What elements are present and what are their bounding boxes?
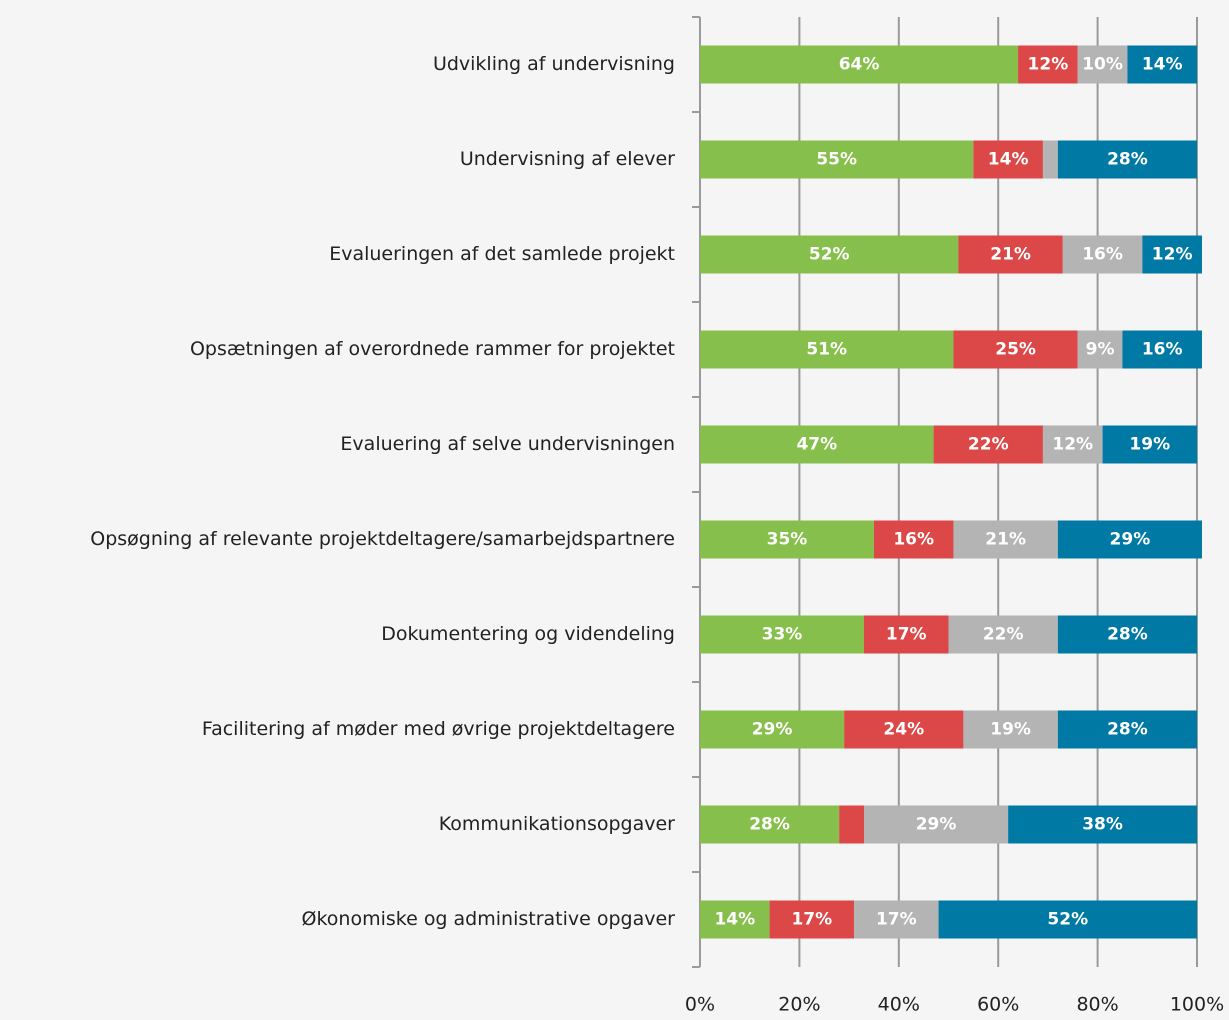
data-label: 22% bbox=[968, 435, 1009, 455]
data-label: 28% bbox=[1107, 625, 1148, 645]
category-label: Opsætningen af overordnede rammer for pr… bbox=[190, 338, 675, 360]
data-label: 21% bbox=[985, 530, 1026, 550]
bar-segment bbox=[953, 520, 1058, 559]
data-label: 21% bbox=[990, 245, 1031, 265]
category-label: Dokumentering og videndeling bbox=[381, 623, 675, 645]
bar-segment bbox=[839, 805, 865, 844]
bar-segment bbox=[1018, 45, 1078, 84]
bar-segment bbox=[700, 900, 770, 939]
bar-segment bbox=[938, 900, 1197, 939]
bar-segment bbox=[1057, 710, 1197, 749]
data-label: 28% bbox=[1107, 720, 1148, 740]
bar-segment bbox=[700, 425, 934, 464]
category-label: Økonomiske og administrative opgaver bbox=[302, 908, 676, 930]
data-label: 17% bbox=[791, 910, 832, 930]
data-label: 22% bbox=[983, 625, 1024, 645]
bar-segment bbox=[1077, 330, 1123, 369]
category-label: Evaluering af selve undervisningen bbox=[340, 433, 675, 455]
data-label: 38% bbox=[1082, 815, 1123, 835]
category-label: Facilitering af møder med øvrige projekt… bbox=[202, 718, 675, 740]
data-label: 51% bbox=[806, 340, 847, 360]
category-label: Udvikling af undervisning bbox=[433, 53, 675, 75]
bar-segment bbox=[769, 900, 855, 939]
bar-segment bbox=[953, 330, 1078, 369]
data-label: 16% bbox=[893, 530, 934, 550]
bar-segment bbox=[873, 520, 954, 559]
bar-segment bbox=[844, 710, 964, 749]
data-label: 12% bbox=[1152, 245, 1193, 265]
bar-segment bbox=[700, 805, 840, 844]
data-label: 19% bbox=[1129, 435, 1170, 455]
bar-segment bbox=[700, 140, 974, 179]
data-label: 29% bbox=[916, 815, 957, 835]
data-label: 9% bbox=[1086, 340, 1115, 360]
bar-segment bbox=[1142, 235, 1202, 274]
category-label: Opsøgning af relevante projektdeltagere/… bbox=[90, 528, 675, 550]
bar-segment bbox=[1062, 235, 1143, 274]
data-label: 14% bbox=[714, 910, 755, 930]
bar-segment bbox=[864, 615, 949, 654]
bar-segment bbox=[864, 805, 1009, 844]
category-label: Evalueringen af det samlede projekt bbox=[329, 243, 675, 265]
bar-segment bbox=[1008, 805, 1197, 844]
bar-segment bbox=[1077, 45, 1128, 84]
category-label: Kommunikationsopgaver bbox=[439, 813, 675, 835]
data-label: 16% bbox=[1082, 245, 1123, 265]
bar-segment bbox=[1042, 140, 1058, 179]
bar-segment bbox=[1122, 330, 1202, 369]
bar-segment bbox=[958, 235, 1063, 274]
bar-segment bbox=[933, 425, 1043, 464]
data-label: 52% bbox=[809, 245, 850, 265]
x-tick-label: 100% bbox=[1170, 994, 1224, 1016]
data-label: 12% bbox=[1052, 435, 1093, 455]
data-label: 28% bbox=[749, 815, 790, 835]
data-label: 14% bbox=[988, 150, 1029, 170]
bar-segment bbox=[700, 45, 1019, 84]
bar-segment bbox=[700, 235, 959, 274]
data-label: 10% bbox=[1082, 55, 1123, 75]
data-label: 25% bbox=[995, 340, 1036, 360]
bar-segment bbox=[700, 520, 874, 559]
bar-segment bbox=[700, 710, 845, 749]
x-tick-label: 80% bbox=[1076, 994, 1118, 1016]
bar-segment bbox=[1102, 425, 1197, 464]
x-tick-label: 60% bbox=[977, 994, 1019, 1016]
data-label: 19% bbox=[990, 720, 1031, 740]
data-label: 29% bbox=[752, 720, 793, 740]
data-label: 35% bbox=[767, 530, 808, 550]
bar-segment bbox=[973, 140, 1043, 179]
data-label: 17% bbox=[876, 910, 917, 930]
bar-segment bbox=[963, 710, 1058, 749]
bar-segment bbox=[1057, 520, 1202, 559]
data-label: 28% bbox=[1107, 150, 1148, 170]
bar-segment bbox=[948, 615, 1058, 654]
data-label: 12% bbox=[1028, 55, 1069, 75]
data-label: 24% bbox=[883, 720, 924, 740]
data-label: 47% bbox=[796, 435, 837, 455]
x-tick-label: 0% bbox=[685, 994, 715, 1016]
bar-segment bbox=[1042, 425, 1103, 464]
bar-segment bbox=[1057, 615, 1197, 654]
data-label: 14% bbox=[1142, 55, 1183, 75]
data-label: 55% bbox=[816, 150, 857, 170]
bar-segment bbox=[1057, 140, 1197, 179]
category-label: Undervisning af elever bbox=[460, 148, 675, 170]
bar-segment bbox=[854, 900, 939, 939]
bar-segment bbox=[700, 330, 954, 369]
data-label: 16% bbox=[1142, 340, 1183, 360]
x-tick-label: 40% bbox=[878, 994, 920, 1016]
bar-segment bbox=[700, 615, 865, 654]
bar-segment bbox=[1127, 45, 1197, 84]
x-tick-label: 20% bbox=[778, 994, 820, 1016]
data-label: 33% bbox=[762, 625, 803, 645]
data-label: 52% bbox=[1047, 910, 1088, 930]
data-label: 29% bbox=[1110, 530, 1151, 550]
data-label: 64% bbox=[839, 55, 880, 75]
data-label: 17% bbox=[886, 625, 927, 645]
